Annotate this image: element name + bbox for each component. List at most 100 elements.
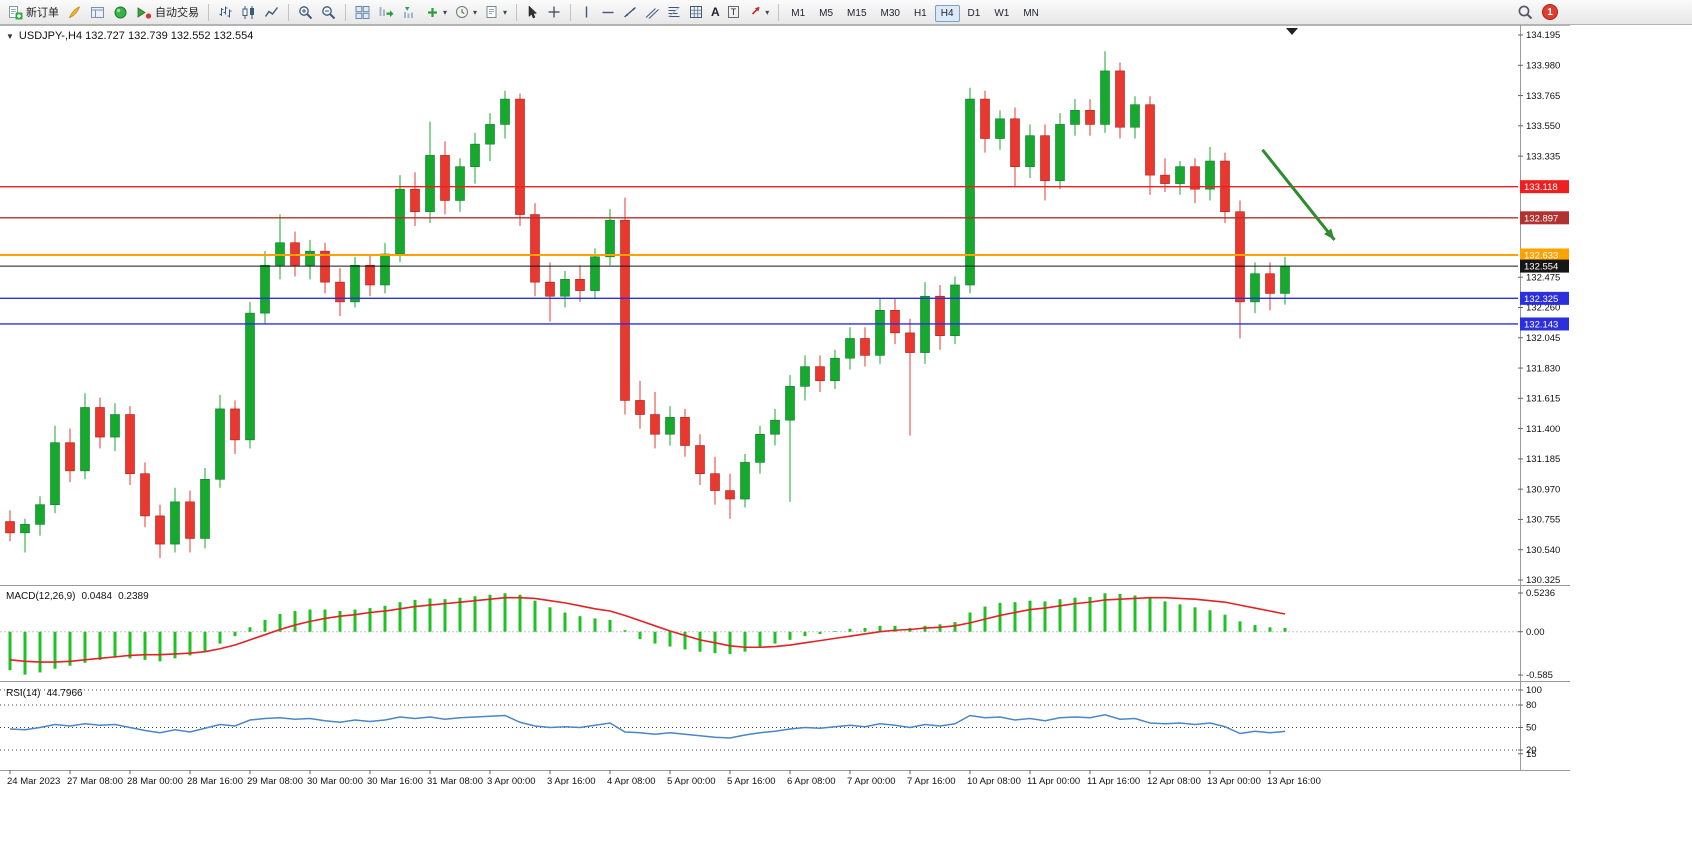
text-label-icon: T bbox=[727, 6, 740, 18]
timeframe-button-m30[interactable]: M30 bbox=[880, 8, 900, 19]
candle-up bbox=[665, 417, 675, 435]
price-badge-label: 132.554 bbox=[1524, 262, 1558, 273]
candle-up bbox=[995, 118, 1005, 139]
candle-down bbox=[1265, 273, 1275, 294]
timeframe-button-m5[interactable]: M5 bbox=[819, 8, 834, 19]
horizontal-line-tool-button[interactable] bbox=[597, 2, 619, 23]
trendline-icon bbox=[623, 5, 637, 19]
templates-button[interactable]: ▾ bbox=[481, 2, 511, 23]
candle-up bbox=[455, 166, 465, 201]
time-label: 5 Apr 16:00 bbox=[727, 776, 776, 785]
toolbar-separator bbox=[778, 3, 780, 21]
timeframe-button-w1[interactable]: W1 bbox=[994, 8, 1010, 19]
rsi-label: RSI(14) 44.7966 bbox=[6, 688, 83, 699]
price-badge bbox=[1520, 259, 1569, 273]
text-label-tool-button[interactable]: T bbox=[724, 2, 744, 23]
auto-scroll-button[interactable] bbox=[374, 2, 398, 23]
time-label: 3 Apr 00:00 bbox=[487, 776, 536, 785]
macd-label: MACD(12,26,9) 0.0484 0.2389 bbox=[6, 591, 149, 602]
auto-trading-label: 自动交易 bbox=[155, 7, 199, 19]
candle-down bbox=[695, 445, 705, 474]
symbol-ohlc-text: USDJPY-,H4 132.727 132.739 132.552 132.5… bbox=[18, 30, 254, 42]
candle-down bbox=[815, 366, 825, 382]
timeframe-button-mn[interactable]: MN bbox=[1023, 8, 1039, 19]
price-tick-label: 130.540 bbox=[1526, 545, 1560, 556]
price-tick-label: 131.400 bbox=[1526, 424, 1560, 435]
chart-canvas[interactable]: 134.195 133.980 133.765 133.550 133.335 132.4… bbox=[0, 25, 1575, 785]
navigator-button[interactable] bbox=[109, 2, 132, 23]
time-label: 30 Mar 00:00 bbox=[307, 776, 363, 785]
candle-up bbox=[50, 442, 60, 505]
candle-down bbox=[65, 442, 75, 472]
toolbar-separator bbox=[570, 3, 572, 21]
cursor-button[interactable] bbox=[522, 2, 543, 23]
channel-tool-button[interactable] bbox=[641, 2, 663, 23]
grid-shapes-icon bbox=[689, 5, 703, 19]
candle-down bbox=[155, 515, 165, 545]
chart-shift-icon bbox=[402, 5, 418, 20]
price-tick-label: 130.970 bbox=[1526, 484, 1560, 495]
rsi-tick-label: 15 bbox=[1526, 749, 1537, 760]
arrows-tool-button[interactable]: ▾ bbox=[743, 2, 773, 23]
new-order-icon bbox=[8, 5, 23, 20]
toolbar-separator bbox=[516, 3, 518, 21]
price-badge-label: 133.118 bbox=[1524, 182, 1558, 193]
candle-up bbox=[260, 264, 270, 314]
price-badge bbox=[1520, 211, 1569, 225]
fibonacci-tool-button[interactable] bbox=[663, 2, 685, 23]
candle-down bbox=[515, 98, 525, 215]
candlestick-chart-button[interactable] bbox=[237, 2, 260, 23]
periods-button[interactable]: ▾ bbox=[451, 2, 481, 23]
time-label: 24 Mar 2023 bbox=[7, 776, 60, 785]
candle-down bbox=[335, 281, 345, 303]
tile-windows-button[interactable] bbox=[351, 2, 374, 23]
chart-profile-icon bbox=[90, 5, 105, 20]
timeframe-button-h1[interactable]: H1 bbox=[913, 8, 927, 19]
timeframe-button-d1[interactable]: D1 bbox=[967, 8, 981, 19]
main-toolbar: 新订单 自动交易 bbox=[0, 0, 1692, 25]
chart-profile-button[interactable] bbox=[86, 2, 109, 23]
candle-down bbox=[410, 188, 420, 213]
new-order-button[interactable]: 新订单 bbox=[4, 2, 63, 23]
timeframe-button-h4[interactable]: H4 bbox=[934, 5, 960, 22]
time-label: 29 Mar 08:00 bbox=[247, 776, 303, 785]
candle-down bbox=[635, 400, 645, 415]
text-tool-button[interactable]: A bbox=[707, 2, 724, 23]
trendline-tool-button[interactable] bbox=[619, 2, 641, 23]
bar-chart-button[interactable] bbox=[214, 2, 237, 23]
candle-up bbox=[770, 419, 780, 435]
zoom-in-button[interactable] bbox=[294, 2, 317, 23]
timeframe-button-m1[interactable]: M1 bbox=[791, 8, 806, 19]
collapse-triangle-icon[interactable]: ▼ bbox=[6, 31, 14, 41]
auto-trading-button[interactable]: 自动交易 bbox=[132, 2, 203, 23]
candle-up bbox=[965, 98, 975, 286]
candle-down bbox=[320, 250, 330, 283]
timeframe-button-m15[interactable]: M15 bbox=[847, 8, 867, 19]
macd-tick-label: -0.585 bbox=[1526, 670, 1553, 681]
fibonacci-icon bbox=[667, 5, 681, 19]
candlestick-chart-icon bbox=[241, 5, 256, 20]
price-badge bbox=[1520, 248, 1569, 262]
quill-button[interactable] bbox=[63, 2, 86, 23]
zoom-out-button[interactable] bbox=[317, 2, 340, 23]
notification-badge[interactable]: 1 bbox=[1542, 4, 1558, 20]
search-icon[interactable] bbox=[1517, 4, 1533, 20]
macd-main-value: 0.0484 bbox=[81, 591, 113, 602]
indicators-button[interactable]: ▾ bbox=[422, 2, 451, 23]
crosshair-button[interactable] bbox=[543, 2, 565, 23]
chevron-down-icon: ▾ bbox=[473, 7, 478, 17]
chart-shift-marker[interactable] bbox=[1286, 28, 1298, 35]
candle-down bbox=[1235, 211, 1245, 303]
time-label: 11 Apr 16:00 bbox=[1087, 776, 1140, 785]
trend-arrow-annotation[interactable] bbox=[1261, 148, 1336, 241]
candle-up bbox=[485, 124, 495, 145]
candle-up bbox=[845, 338, 855, 359]
candle-up bbox=[215, 408, 225, 480]
line-chart-icon bbox=[264, 5, 279, 20]
line-chart-button[interactable] bbox=[260, 2, 283, 23]
vertical-line-tool-button[interactable] bbox=[576, 2, 597, 23]
shapes-tool-button[interactable] bbox=[685, 2, 707, 23]
chart-shift-button[interactable] bbox=[398, 2, 422, 23]
candle-up bbox=[1070, 110, 1080, 125]
